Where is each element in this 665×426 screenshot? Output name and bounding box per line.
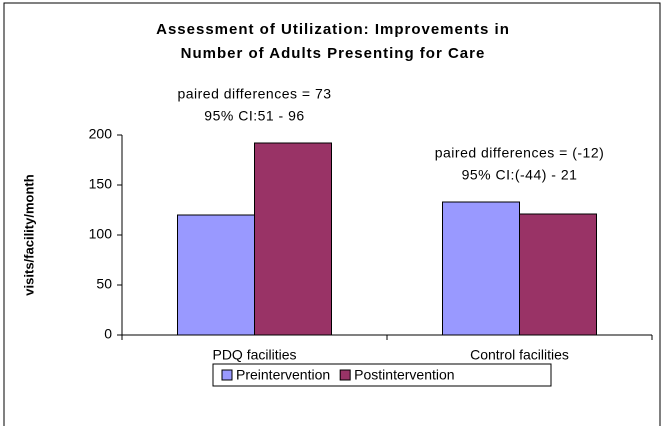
y-tick-label: 0 [104, 326, 112, 342]
y-axis-label: visits/facility/month [21, 174, 36, 295]
bar [442, 201, 520, 336]
chart-title: Assessment of Utilization: Improvements … [156, 21, 510, 38]
legend-swatch [339, 369, 351, 381]
bar [519, 213, 597, 336]
x-tick-label: PDQ facilities [212, 347, 296, 363]
y-tick-label: 100 [89, 226, 113, 242]
annotation: 95% CI:51 - 96 [204, 108, 304, 124]
legend-label: Preintervention [236, 367, 330, 383]
annotation: paired differences = 73 [177, 86, 331, 102]
y-tick-label: 200 [89, 126, 113, 142]
chart-title: Number of Adults Presenting for Care [181, 45, 486, 62]
bar [254, 142, 332, 336]
y-tick-label: 50 [96, 276, 112, 292]
bar [177, 214, 255, 336]
chart-border [3, 2, 661, 426]
legend-swatch [221, 369, 233, 381]
legend-box [212, 363, 552, 387]
legend-label: Postintervention [354, 367, 454, 383]
x-tick-label: Control facilities [470, 347, 569, 363]
annotation: 95% CI:(-44) - 21 [462, 167, 578, 183]
annotation: paired differences = (-12) [435, 145, 605, 161]
y-tick-label: 150 [89, 176, 113, 192]
